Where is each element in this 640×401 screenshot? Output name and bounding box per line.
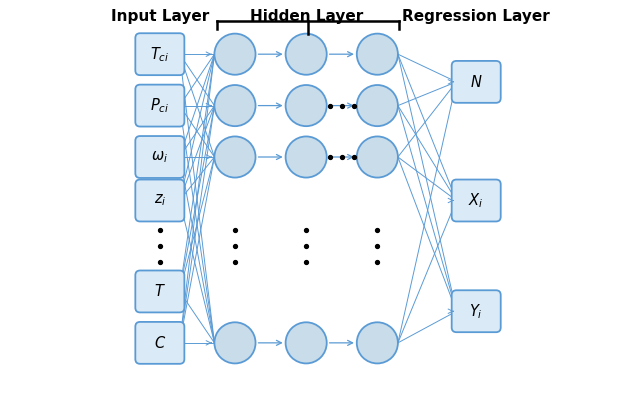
- Text: $P_{ci}$: $P_{ci}$: [150, 96, 170, 115]
- Circle shape: [214, 136, 255, 178]
- Text: $T_{ci}$: $T_{ci}$: [150, 45, 170, 63]
- Circle shape: [285, 34, 327, 75]
- Circle shape: [356, 34, 398, 75]
- Circle shape: [356, 136, 398, 178]
- Circle shape: [214, 34, 255, 75]
- FancyBboxPatch shape: [452, 290, 500, 332]
- Circle shape: [285, 322, 327, 363]
- Text: Hidden Layer: Hidden Layer: [250, 9, 363, 24]
- Circle shape: [285, 136, 327, 178]
- Circle shape: [285, 85, 327, 126]
- FancyBboxPatch shape: [135, 33, 184, 75]
- Circle shape: [356, 322, 398, 363]
- Text: $C$: $C$: [154, 335, 166, 351]
- Circle shape: [214, 322, 255, 363]
- Text: $\omega_i$: $\omega_i$: [151, 149, 168, 165]
- Text: Input Layer: Input Layer: [111, 9, 209, 24]
- FancyBboxPatch shape: [135, 271, 184, 312]
- FancyBboxPatch shape: [452, 61, 500, 103]
- Text: $X_i$: $X_i$: [468, 191, 484, 210]
- FancyBboxPatch shape: [452, 180, 500, 221]
- Text: $Y_i$: $Y_i$: [469, 302, 483, 320]
- Circle shape: [214, 85, 255, 126]
- FancyBboxPatch shape: [135, 85, 184, 127]
- Text: $N$: $N$: [470, 74, 483, 90]
- FancyBboxPatch shape: [135, 136, 184, 178]
- FancyBboxPatch shape: [135, 180, 184, 221]
- Text: Regression Layer: Regression Layer: [403, 9, 550, 24]
- Text: $T$: $T$: [154, 284, 166, 300]
- Text: $z_i$: $z_i$: [154, 192, 166, 209]
- Circle shape: [356, 85, 398, 126]
- FancyBboxPatch shape: [135, 322, 184, 364]
